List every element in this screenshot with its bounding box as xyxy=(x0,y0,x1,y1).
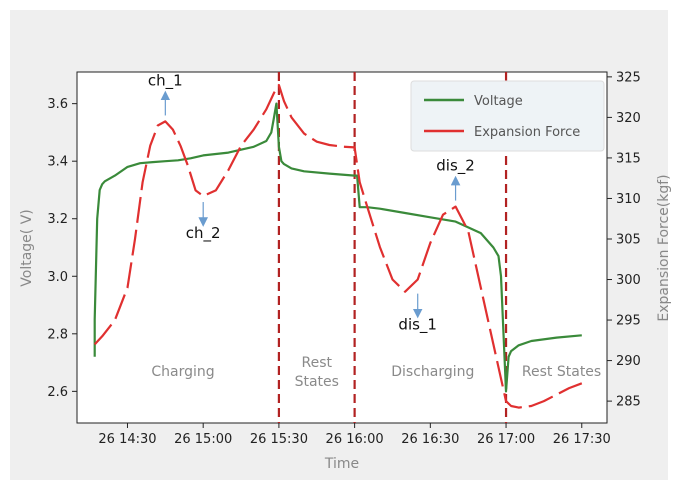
phase-labels: Charging Rest States Discharging Rest States xyxy=(151,355,601,390)
y2-tick-label: 295 xyxy=(616,314,641,329)
annotation-label: ch_1 xyxy=(148,71,183,90)
series-lines xyxy=(93,83,583,409)
x-axis-label: Time xyxy=(324,456,359,472)
y-tick-label: 3.4 xyxy=(47,155,68,170)
y-tick-label: 2.6 xyxy=(47,385,68,400)
x-tick-label: 26 15:00 xyxy=(174,432,232,447)
y2-tick-label: 310 xyxy=(616,192,641,207)
y2-tick-label: 285 xyxy=(616,395,641,410)
y-axis-label: Voltage( V) xyxy=(19,209,35,286)
y2-tick-label: 320 xyxy=(616,111,641,126)
annotations: ch_1 ch_2 dis_1 dis_2 xyxy=(148,71,475,334)
y2-tick-label: 300 xyxy=(616,273,641,288)
annotation-label: ch_2 xyxy=(186,224,221,243)
x-ticks: 26 14:30 26 15:00 26 15:30 26 16:00 26 16:30… xyxy=(98,423,611,447)
y2-tick-label: 315 xyxy=(616,151,641,166)
legend-label-voltage: Voltage xyxy=(474,94,523,109)
legend-box xyxy=(410,80,605,152)
phase-label: Discharging xyxy=(391,364,474,380)
series-line-expansion-force xyxy=(93,83,583,409)
x-tick-label: 26 16:00 xyxy=(326,432,384,447)
x-tick-label: 26 16:30 xyxy=(401,432,459,447)
series-line-voltage xyxy=(93,102,582,393)
phase-label: Rest xyxy=(302,355,333,371)
legend: Voltage Expansion Force xyxy=(410,80,605,152)
annotation-label: dis_2 xyxy=(436,157,475,176)
x-tick-label: 26 17:30 xyxy=(553,432,611,447)
legend-label-expansion-force: Expansion Force xyxy=(474,125,580,140)
y2-axis-label: Expansion Force(kgf) xyxy=(656,174,672,321)
y2-ticks: 285 290 295 300 305 310 315 320 325 xyxy=(607,70,641,410)
y2-tick-label: 290 xyxy=(616,354,641,369)
x-tick-label: 26 15:30 xyxy=(250,432,308,447)
y-tick-label: 3.6 xyxy=(47,97,68,112)
x-tick-label: 26 17:00 xyxy=(477,432,535,447)
y-tick-label: 3.0 xyxy=(47,270,68,285)
y2-tick-label: 305 xyxy=(616,232,641,247)
y-tick-label: 2.8 xyxy=(47,327,68,342)
phase-label: Charging xyxy=(151,364,214,380)
y-ticks: 2.6 2.8 3.0 3.2 3.4 3.6 xyxy=(47,97,77,400)
phase-label: States xyxy=(295,374,339,390)
phase-label: Rest States xyxy=(522,364,601,380)
annotation-label: dis_1 xyxy=(398,316,437,335)
x-tick-label: 26 14:30 xyxy=(98,432,156,447)
y-tick-label: 3.2 xyxy=(47,212,68,227)
y2-tick-label: 325 xyxy=(616,70,641,85)
